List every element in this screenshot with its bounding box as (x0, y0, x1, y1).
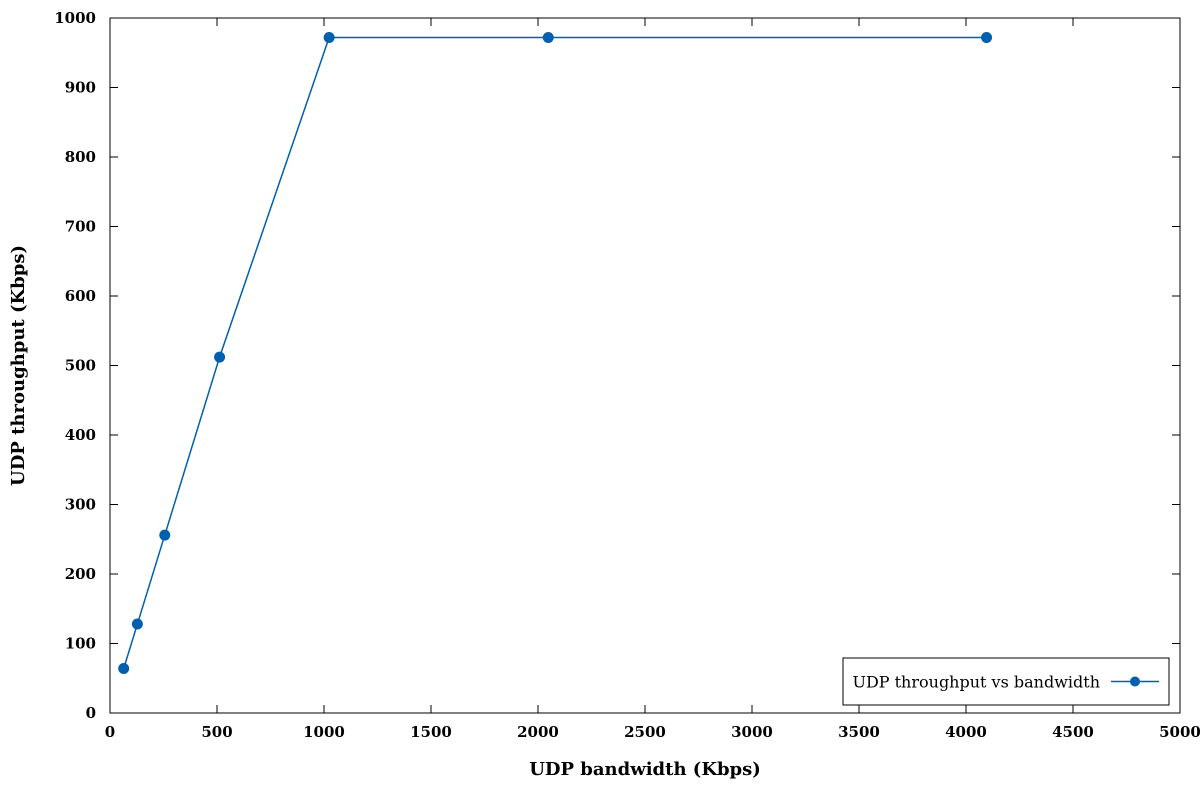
x-tick-label: 4500 (1052, 723, 1094, 741)
x-tick-label: 5000 (1159, 723, 1200, 741)
x-tick-label: 3000 (731, 723, 773, 741)
data-point (159, 529, 171, 541)
y-tick-label: 700 (65, 218, 96, 236)
y-axis-ticks: 0 100 200 300 400 500 600 700 800 900 1000 (54, 9, 1180, 722)
y-axis-title: UDP throughput (Kbps) (8, 245, 29, 486)
data-point (214, 351, 226, 363)
y-tick-label: 400 (65, 426, 96, 444)
y-tick-label: 600 (65, 287, 96, 305)
x-tick-label: 1000 (303, 723, 345, 741)
y-tick-label: 100 (65, 635, 96, 653)
y-tick-label: 300 (65, 496, 96, 514)
x-tick-label: 1500 (410, 723, 452, 741)
x-tick-label: 3500 (838, 723, 880, 741)
y-tick-label: 0 (86, 704, 96, 722)
legend-label: UDP throughput vs bandwidth (852, 673, 1100, 692)
y-tick-label: 900 (65, 79, 96, 97)
legend-marker-swatch (1130, 676, 1140, 687)
x-tick-label: 2000 (517, 723, 559, 741)
x-tick-label: 4000 (945, 723, 987, 741)
data-point (131, 618, 143, 630)
y-tick-label: 200 (65, 565, 96, 583)
y-tick-label: 1000 (54, 9, 96, 27)
x-tick-label: 2500 (624, 723, 666, 741)
x-tick-label: 0 (105, 723, 115, 741)
data-point (118, 663, 130, 675)
x-tick-label: 500 (201, 723, 232, 741)
series-line (122, 36, 987, 669)
series-layer (118, 31, 993, 675)
x-axis-title: UDP bandwidth (Kbps) (529, 759, 761, 780)
data-point (542, 31, 554, 43)
data-point (323, 31, 335, 43)
y-tick-label: 800 (65, 148, 96, 166)
data-point (981, 31, 993, 43)
x-axis-ticks: 0 500 1000 1500 2000 2500 3000 3500 4000 4500 5000 (105, 18, 1200, 741)
plot-frame (109, 17, 1181, 714)
y-tick-label: 500 (65, 357, 96, 375)
legend: UDP throughput vs bandwidth (842, 657, 1170, 706)
